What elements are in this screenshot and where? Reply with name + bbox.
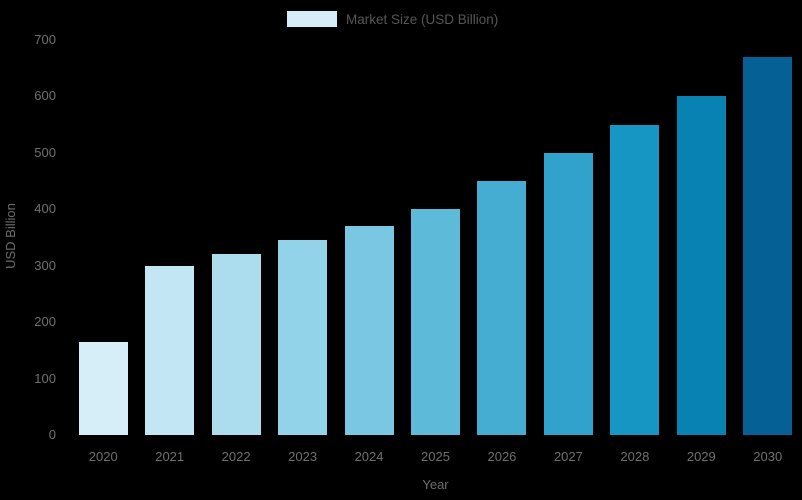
y-tick-label-600: 600 [34, 88, 56, 103]
bar-2024 [344, 226, 394, 435]
x-tick-label-2020: 2020 [88, 449, 118, 464]
bar-slot-2030 [735, 40, 801, 435]
bar-slot-2028 [602, 40, 668, 435]
bar-slot-2021 [136, 40, 202, 435]
y-tick-label-400: 400 [34, 201, 56, 216]
y-tick-label-500: 500 [34, 145, 56, 160]
bar-2022 [211, 254, 261, 435]
x-tick-label-2025: 2025 [421, 449, 450, 464]
bar-slot-2029 [668, 40, 734, 435]
x-tick-label-2030: 2030 [753, 449, 783, 464]
x-tick-label-2024: 2024 [354, 449, 384, 464]
plot-area [70, 40, 801, 435]
bar-2023 [278, 240, 328, 435]
bar-2028 [610, 125, 660, 435]
y-tick-label-200: 200 [34, 314, 56, 329]
bar-slot-2022 [203, 40, 269, 435]
x-axis-title: Year [422, 477, 449, 492]
bar-2020 [78, 342, 128, 435]
bar-slot-2024 [336, 40, 402, 435]
x-tick-label-2021: 2021 [155, 449, 185, 464]
x-tick-label-2027: 2027 [553, 449, 583, 464]
y-axis-tick-labels: 0 100 200 300 400 500 600 700 [0, 0, 56, 500]
y-tick-label-300: 300 [34, 258, 56, 273]
x-tick-label-2028: 2028 [620, 449, 650, 464]
x-tick-label-2026: 2026 [487, 449, 517, 464]
bar-2021 [145, 266, 195, 435]
bar-2025 [410, 209, 460, 435]
bar-slot-2026 [469, 40, 535, 435]
y-tick-label-0: 0 [48, 427, 56, 442]
x-tick-label-2023: 2023 [288, 449, 318, 464]
bar-slot-2020 [70, 40, 136, 435]
x-axis-tick-labels: 2020 2021 2022 2023 2024 2025 2026 2027 2028 2029… [70, 449, 801, 464]
bar-2026 [477, 181, 527, 435]
y-tick-label-100: 100 [34, 371, 56, 386]
bar-2030 [743, 57, 793, 435]
legend-swatch [287, 11, 337, 27]
legend: Market Size (USD Billion) [287, 11, 498, 27]
bar-2027 [543, 153, 593, 435]
x-tick-label-2022: 2022 [221, 449, 251, 464]
y-tick-label-700: 700 [34, 32, 56, 47]
bar-slot-2025 [402, 40, 468, 435]
x-tick-label-2029: 2029 [686, 449, 716, 464]
bar-slot-2027 [535, 40, 601, 435]
bar-2029 [676, 96, 726, 435]
bar-slot-2023 [269, 40, 335, 435]
legend-label: Market Size (USD Billion) [346, 11, 499, 27]
